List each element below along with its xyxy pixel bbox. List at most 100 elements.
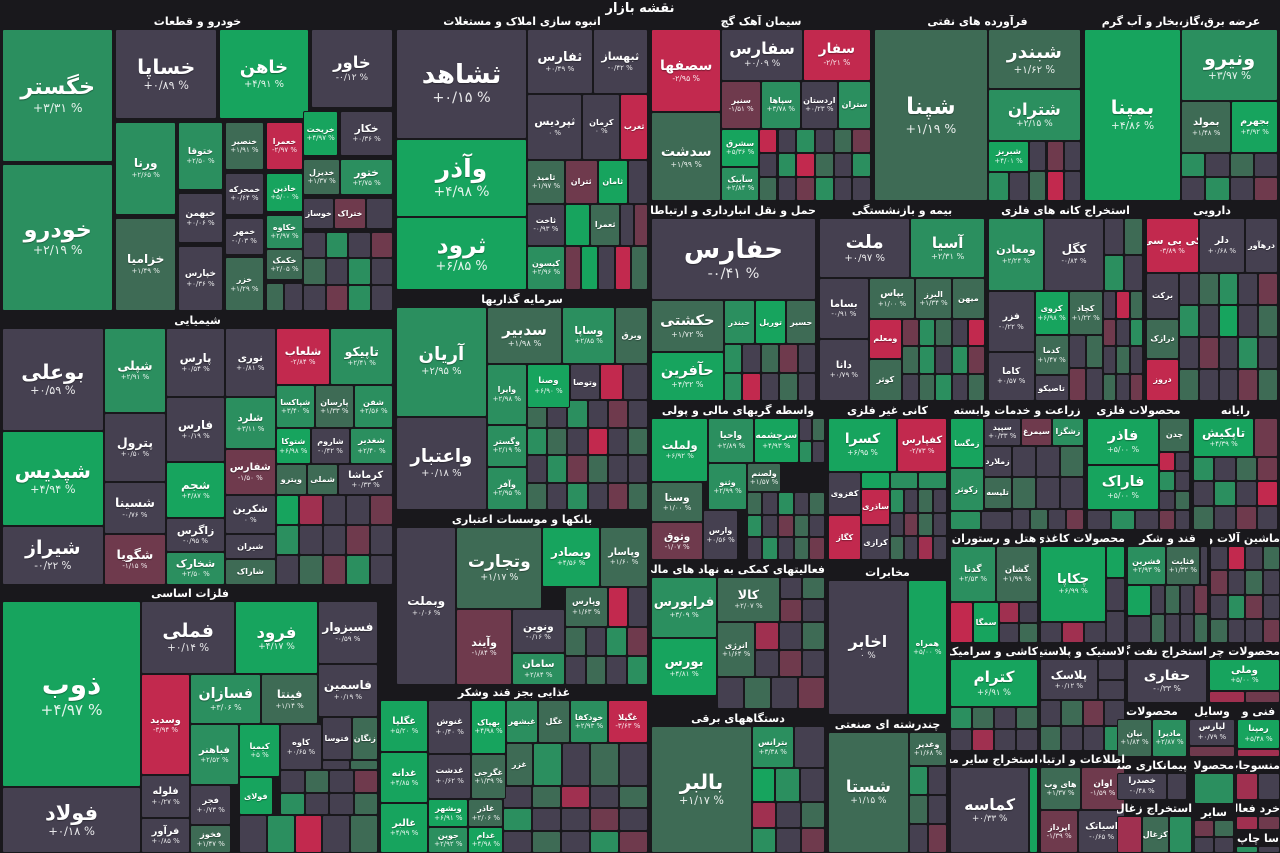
stock-tile[interactable]: ثغرب bbox=[620, 94, 648, 160]
stock-tile[interactable] bbox=[600, 363, 623, 401]
stock-tile[interactable]: فاراک +۵/۰۰ % bbox=[1087, 465, 1160, 510]
filler-tile[interactable] bbox=[1194, 773, 1234, 804]
filler-tile[interactable] bbox=[1011, 477, 1036, 509]
filler-tile[interactable] bbox=[889, 536, 905, 560]
stock-tile[interactable]: زمگسا bbox=[950, 418, 984, 469]
stock-tile[interactable]: خگستر +۳/۳۱ % bbox=[2, 29, 114, 162]
filler-tile[interactable] bbox=[1040, 621, 1063, 643]
filler-tile[interactable] bbox=[908, 765, 928, 795]
stock-tile[interactable]: زملارد bbox=[983, 446, 1012, 478]
stock-tile[interactable]: خنصیر +۱/۹۱ % bbox=[224, 122, 264, 170]
stock-tile[interactable] bbox=[1254, 418, 1278, 458]
filler-tile[interactable] bbox=[809, 491, 825, 515]
filler-tile[interactable] bbox=[918, 489, 933, 513]
filler-tile[interactable] bbox=[322, 495, 347, 526]
filler-tile[interactable] bbox=[1116, 346, 1130, 374]
stock-tile[interactable]: مادیرا +۲/۸۷ % bbox=[1152, 719, 1187, 757]
filler-tile[interactable] bbox=[299, 555, 323, 585]
filler-tile[interactable] bbox=[1151, 613, 1166, 643]
filler-tile[interactable] bbox=[1063, 140, 1081, 171]
filler-tile[interactable] bbox=[1127, 615, 1152, 643]
filler-tile[interactable] bbox=[614, 245, 632, 290]
stock-tile[interactable]: شتران +۲/۱۵ % bbox=[987, 89, 1081, 141]
filler-tile[interactable] bbox=[350, 815, 378, 853]
filler-tile[interactable] bbox=[994, 728, 1016, 751]
stock-tile[interactable]: شپنا +۱/۱۹ % bbox=[874, 29, 988, 201]
stock-tile[interactable]: شبندر +۱/۶۲ % bbox=[987, 29, 1081, 90]
stock-tile[interactable]: ختوقا +۲/۵۰ % bbox=[177, 122, 223, 190]
filler-tile[interactable] bbox=[1258, 272, 1278, 305]
filler-tile[interactable] bbox=[590, 808, 620, 831]
stock-tile[interactable]: حسیر bbox=[786, 300, 816, 345]
filler-tile[interactable] bbox=[1123, 218, 1143, 255]
stock-tile[interactable]: ثامید +۱/۹۷ % bbox=[527, 159, 565, 204]
stock-tile[interactable]: وغدیر +۱/۶۸ % bbox=[908, 732, 947, 766]
filler-tile[interactable] bbox=[814, 152, 834, 177]
filler-tile[interactable] bbox=[1218, 272, 1239, 305]
filler-tile[interactable] bbox=[1106, 610, 1125, 643]
stock-tile[interactable]: فارس +۰/۱۹ % bbox=[166, 397, 225, 462]
filler-tile[interactable] bbox=[1199, 546, 1208, 585]
stock-tile[interactable]: بهپاک +۴/۹۸ % bbox=[471, 700, 506, 754]
stock-tile[interactable]: بترانس +۳/۳۸ % bbox=[751, 726, 794, 768]
filler-tile[interactable] bbox=[1262, 546, 1280, 571]
stock-tile[interactable]: شپاکسا +۳/۴۰ % bbox=[275, 384, 315, 429]
filler-tile[interactable] bbox=[1179, 304, 1199, 337]
filler-tile[interactable] bbox=[927, 823, 947, 853]
filler-tile[interactable] bbox=[908, 794, 928, 824]
filler-tile[interactable] bbox=[1129, 291, 1143, 319]
filler-tile[interactable] bbox=[598, 245, 615, 290]
filler-tile[interactable] bbox=[811, 440, 825, 464]
filler-tile[interactable] bbox=[1102, 346, 1117, 374]
stock-tile[interactable]: کگاز bbox=[828, 514, 862, 560]
filler-tile[interactable] bbox=[370, 284, 393, 311]
filler-tile[interactable] bbox=[349, 759, 378, 770]
filler-tile[interactable] bbox=[1179, 584, 1194, 614]
filler-tile[interactable] bbox=[322, 525, 347, 555]
stock-tile[interactable]: سمگا bbox=[972, 602, 1000, 643]
filler-tile[interactable] bbox=[902, 346, 919, 374]
filler-tile[interactable] bbox=[1046, 170, 1064, 201]
filler-tile[interactable] bbox=[346, 525, 370, 555]
stock-tile[interactable]: خزامیا +۱/۴۹ % bbox=[115, 217, 176, 311]
filler-tile[interactable] bbox=[564, 655, 586, 685]
filler-tile[interactable] bbox=[1229, 176, 1254, 201]
filler-tile[interactable] bbox=[322, 815, 351, 853]
stock-tile[interactable]: فرابورس +۳/۰۹ % bbox=[651, 577, 718, 638]
filler-tile[interactable] bbox=[1061, 725, 1083, 751]
stock-tile[interactable]: فباهنر +۲/۵۲ % bbox=[190, 724, 239, 785]
filler-tile[interactable] bbox=[1159, 471, 1175, 491]
stock-tile[interactable]: کرماشا +۰/۳۳ % bbox=[338, 464, 393, 496]
filler-tile[interactable] bbox=[1245, 570, 1263, 595]
stock-tile[interactable]: پارسان +۱/۳۳ % bbox=[314, 384, 354, 429]
stock-tile[interactable]: فملی +۰/۱۴ % bbox=[141, 601, 236, 675]
filler-tile[interactable] bbox=[987, 171, 1009, 201]
filler-tile[interactable] bbox=[627, 626, 648, 656]
stock-tile[interactable]: بالبر +۱/۱۷ % bbox=[651, 726, 752, 853]
stock-tile[interactable]: غنوش +۰/۴۰ % bbox=[428, 700, 472, 754]
stock-tile[interactable]: سدشت +۱/۹۹ % bbox=[651, 111, 722, 201]
filler-tile[interactable] bbox=[1198, 304, 1219, 337]
filler-tile[interactable] bbox=[1227, 570, 1245, 595]
filler-tile[interactable] bbox=[1258, 368, 1278, 401]
filler-tile[interactable] bbox=[627, 427, 648, 456]
stock-tile[interactable]: پارس +۰/۵۴ % bbox=[166, 328, 225, 398]
filler-tile[interactable] bbox=[527, 427, 548, 456]
filler-tile[interactable] bbox=[950, 706, 972, 729]
stock-tile[interactable]: کگل -۰/۸۴ % bbox=[1043, 218, 1105, 292]
filler-tile[interactable] bbox=[1256, 481, 1278, 506]
filler-tile[interactable] bbox=[1016, 706, 1038, 729]
filler-tile[interactable] bbox=[774, 767, 800, 803]
stock-tile[interactable] bbox=[751, 767, 775, 803]
stock-tile[interactable]: غگیلا -۳/۶۳ % bbox=[607, 700, 648, 743]
filler-tile[interactable] bbox=[564, 245, 582, 290]
stock-tile[interactable]: خکاوه +۲/۹۷ % bbox=[265, 215, 304, 249]
filler-tile[interactable] bbox=[627, 455, 648, 483]
filler-tile[interactable] bbox=[280, 792, 305, 816]
filler-tile[interactable] bbox=[329, 792, 354, 816]
filler-tile[interactable] bbox=[607, 427, 628, 456]
stock-tile[interactable]: ثفارس +۰/۴۹ % bbox=[527, 29, 593, 95]
filler-tile[interactable] bbox=[1047, 508, 1066, 530]
stock-tile[interactable]: واعتبار +۰/۱۸ % bbox=[396, 416, 487, 510]
filler-tile[interactable] bbox=[1016, 728, 1038, 751]
